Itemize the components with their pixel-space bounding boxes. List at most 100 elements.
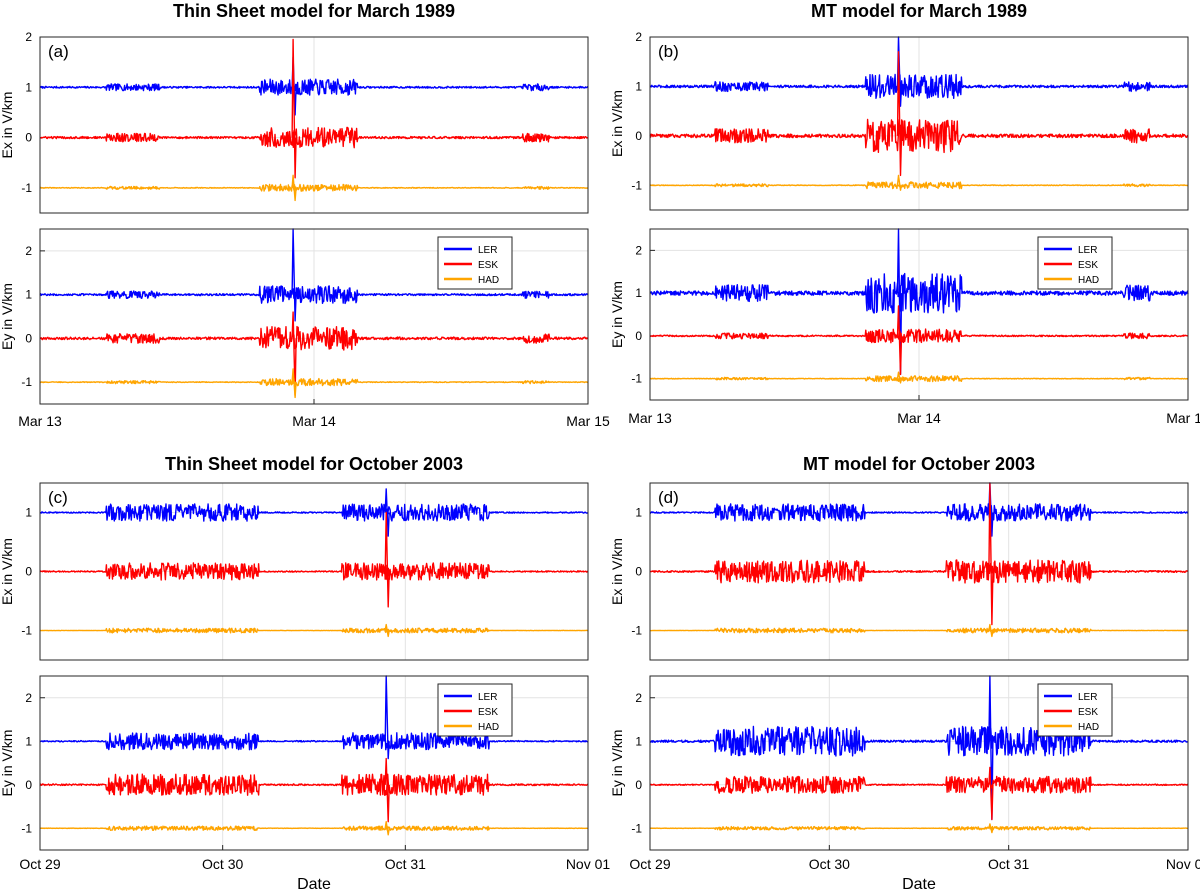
panel-title: MT model for March 1989 [811, 1, 1027, 21]
axes-box [649, 482, 1189, 661]
y-tick-label: 2 [635, 243, 642, 257]
series-ler [649, 482, 1189, 537]
y-tick-label: 0 [25, 565, 32, 579]
legend-entry-ler: LER [478, 245, 497, 256]
x-tick-label: Mar 14 [897, 410, 941, 426]
x-tick-label: Mar 13 [628, 410, 672, 426]
panel-title: Thin Sheet model for October 2003 [165, 454, 463, 474]
y-tick-label: -1 [631, 624, 642, 638]
y-tick-label: 1 [25, 288, 32, 302]
y-axis-label: Ex in V/km [0, 92, 15, 159]
legend: LER ESK HAD [437, 236, 513, 290]
series-esk [649, 482, 1189, 626]
series-had [39, 821, 589, 836]
x-tick-label: Oct 29 [629, 856, 670, 872]
panel-b: MT model for March 1989 -1 0 1 2 Ex in V/km (b… [609, 1, 1200, 426]
series-ler [39, 488, 589, 537]
legend-entry-had: HAD [1078, 275, 1099, 286]
axes-ey: -1 0 1 2 Ey in V/km LER ESK HAD Oct 29 Oct 30 Oct … [609, 675, 1200, 893]
axes-ex: -1 0 1 2 Ex in V/km (a) [0, 30, 589, 214]
axes-box [39, 675, 589, 851]
axes-ex: -1 0 1 Ex in V/km (c) [0, 482, 589, 661]
y-tick-label: 2 [635, 691, 642, 705]
panel-c: Thin Sheet model for October 2003 -1 0 1 Ex … [0, 454, 610, 893]
y-tick-label: 2 [25, 30, 32, 44]
series-had [649, 371, 1189, 384]
series-had [39, 368, 589, 399]
y-tick-label: 2 [635, 30, 642, 44]
y-axis-label: Ey in V/km [0, 730, 15, 797]
x-tick-label: Mar 15 [1166, 410, 1200, 426]
panel-label: (d) [658, 488, 679, 507]
x-tick-label: Mar 15 [566, 413, 610, 429]
y-tick-label: -1 [631, 821, 642, 835]
x-axis-label: Date [902, 876, 936, 893]
legend: LER ESK HAD [1037, 236, 1113, 290]
x-tick-label: Oct 30 [809, 856, 850, 872]
legend-entry-esk: ESK [478, 260, 498, 271]
y-tick-label: -1 [21, 181, 32, 195]
x-tick-label: Oct 29 [19, 856, 60, 872]
legend-entry-esk: ESK [1078, 260, 1098, 271]
series-ler [39, 675, 589, 760]
legend-entry-had: HAD [478, 722, 499, 733]
legend: LER ESK HAD [437, 683, 513, 737]
series-had [39, 174, 589, 202]
series-esk [649, 305, 1189, 376]
legend-entry-esk: ESK [1078, 707, 1098, 718]
y-tick-label: -1 [21, 375, 32, 389]
series-esk [39, 311, 589, 396]
y-tick-label: -1 [631, 178, 642, 192]
y-tick-label: 0 [25, 131, 32, 145]
axes-box [649, 675, 1189, 851]
y-tick-label: 2 [25, 691, 32, 705]
y-tick-label: 1 [635, 734, 642, 748]
y-tick-label: 1 [25, 80, 32, 94]
legend-entry-ler: LER [478, 692, 497, 703]
series-had [649, 823, 1189, 834]
panel-title: MT model for October 2003 [803, 454, 1035, 474]
x-axis-label: Date [297, 876, 331, 893]
series-had [649, 623, 1189, 638]
x-tick-label: Oct 30 [202, 856, 243, 872]
y-axis-label: Ex in V/km [0, 538, 15, 605]
legend-entry-esk: ESK [478, 707, 498, 718]
series-esk [39, 511, 589, 608]
series-ler [39, 228, 589, 322]
panel-title: Thin Sheet model for March 1989 [173, 1, 455, 21]
legend-entry-ler: LER [1078, 692, 1097, 703]
y-tick-label: 0 [635, 778, 642, 792]
y-tick-label: 1 [635, 79, 642, 93]
y-tick-label: 1 [635, 506, 642, 520]
y-tick-label: 2 [25, 244, 32, 258]
panel-label: (c) [48, 488, 68, 507]
y-tick-label: 0 [25, 778, 32, 792]
y-tick-label: 0 [25, 331, 32, 345]
legend-entry-had: HAD [1078, 722, 1099, 733]
x-tick-label: Oct 31 [988, 856, 1029, 872]
axes-ex: -1 0 1 Ex in V/km (d) [609, 482, 1189, 661]
y-axis-label: Ey in V/km [609, 281, 625, 348]
panel-d: MT model for October 2003 -1 0 1 Ex in V/km (… [609, 454, 1200, 893]
legend-entry-had: HAD [478, 275, 499, 286]
series-had [39, 623, 589, 638]
x-tick-label: Oct 31 [385, 856, 426, 872]
legend: LER ESK HAD [1037, 683, 1113, 737]
y-axis-label: Ey in V/km [0, 283, 15, 350]
axes-ey: -1 0 1 2 Ey in V/km LER ESK HAD Oct 29 Oct 30 Oct … [0, 675, 611, 893]
axes-box [649, 36, 1189, 211]
y-axis-label: Ex in V/km [609, 90, 625, 157]
y-tick-label: -1 [21, 624, 32, 638]
axes-ey: -1 0 1 2 Ey in V/km LER ESK HAD Mar 13 Mar 14 Mar … [0, 228, 610, 429]
y-tick-label: 1 [25, 506, 32, 520]
series-esk [649, 51, 1189, 177]
series-esk [39, 757, 589, 823]
y-tick-label: 1 [635, 286, 642, 300]
y-tick-label: 0 [635, 329, 642, 343]
y-tick-label: 0 [635, 129, 642, 143]
series-esk [649, 766, 1189, 821]
axes-box [39, 36, 589, 214]
panel-label: (a) [48, 42, 69, 61]
x-tick-label: Nov 01 [566, 856, 611, 872]
